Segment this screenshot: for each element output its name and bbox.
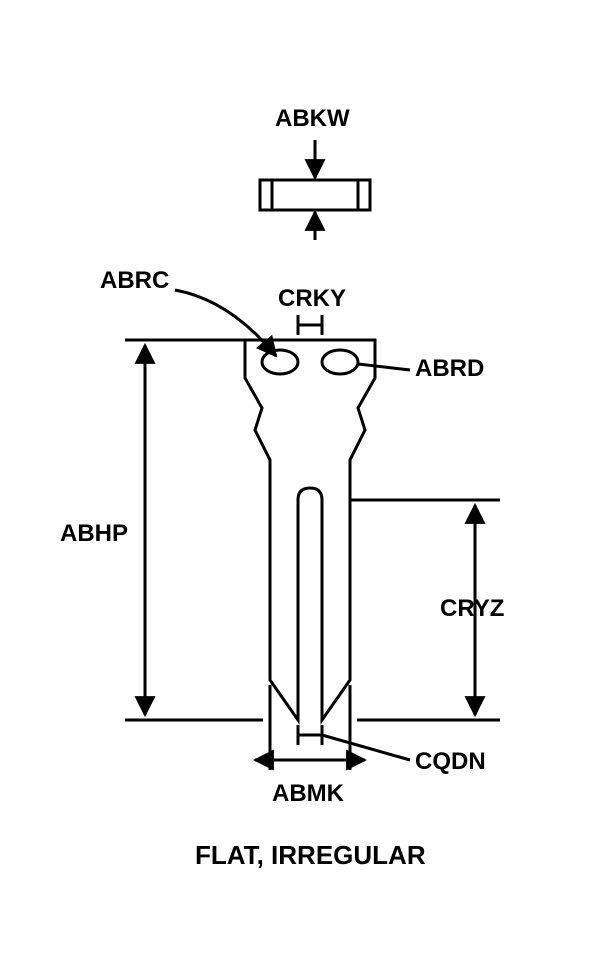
label-abmk: ABMK — [272, 780, 344, 808]
hole-left — [262, 350, 298, 374]
abrc-leader — [175, 290, 276, 356]
diagram-title: FLAT, IRREGULAR — [195, 840, 426, 871]
cqdn-dim — [298, 725, 322, 745]
cqdn-leader — [322, 735, 410, 760]
abrd-leader — [358, 364, 410, 370]
hole-right — [322, 350, 358, 374]
label-abrd: ABRD — [415, 355, 484, 383]
top-rect-group — [260, 180, 370, 210]
label-crky: CRKY — [278, 285, 346, 313]
main-body-outline — [245, 340, 375, 720]
label-cryz: CRYZ — [440, 595, 504, 623]
label-abkw: ABKW — [275, 105, 350, 133]
crky-dim — [298, 315, 322, 335]
diagram-svg — [0, 0, 600, 954]
label-abrc: ABRC — [100, 267, 169, 295]
label-cqdn: CQDN — [415, 748, 486, 776]
label-abhp: ABHP — [60, 520, 128, 548]
